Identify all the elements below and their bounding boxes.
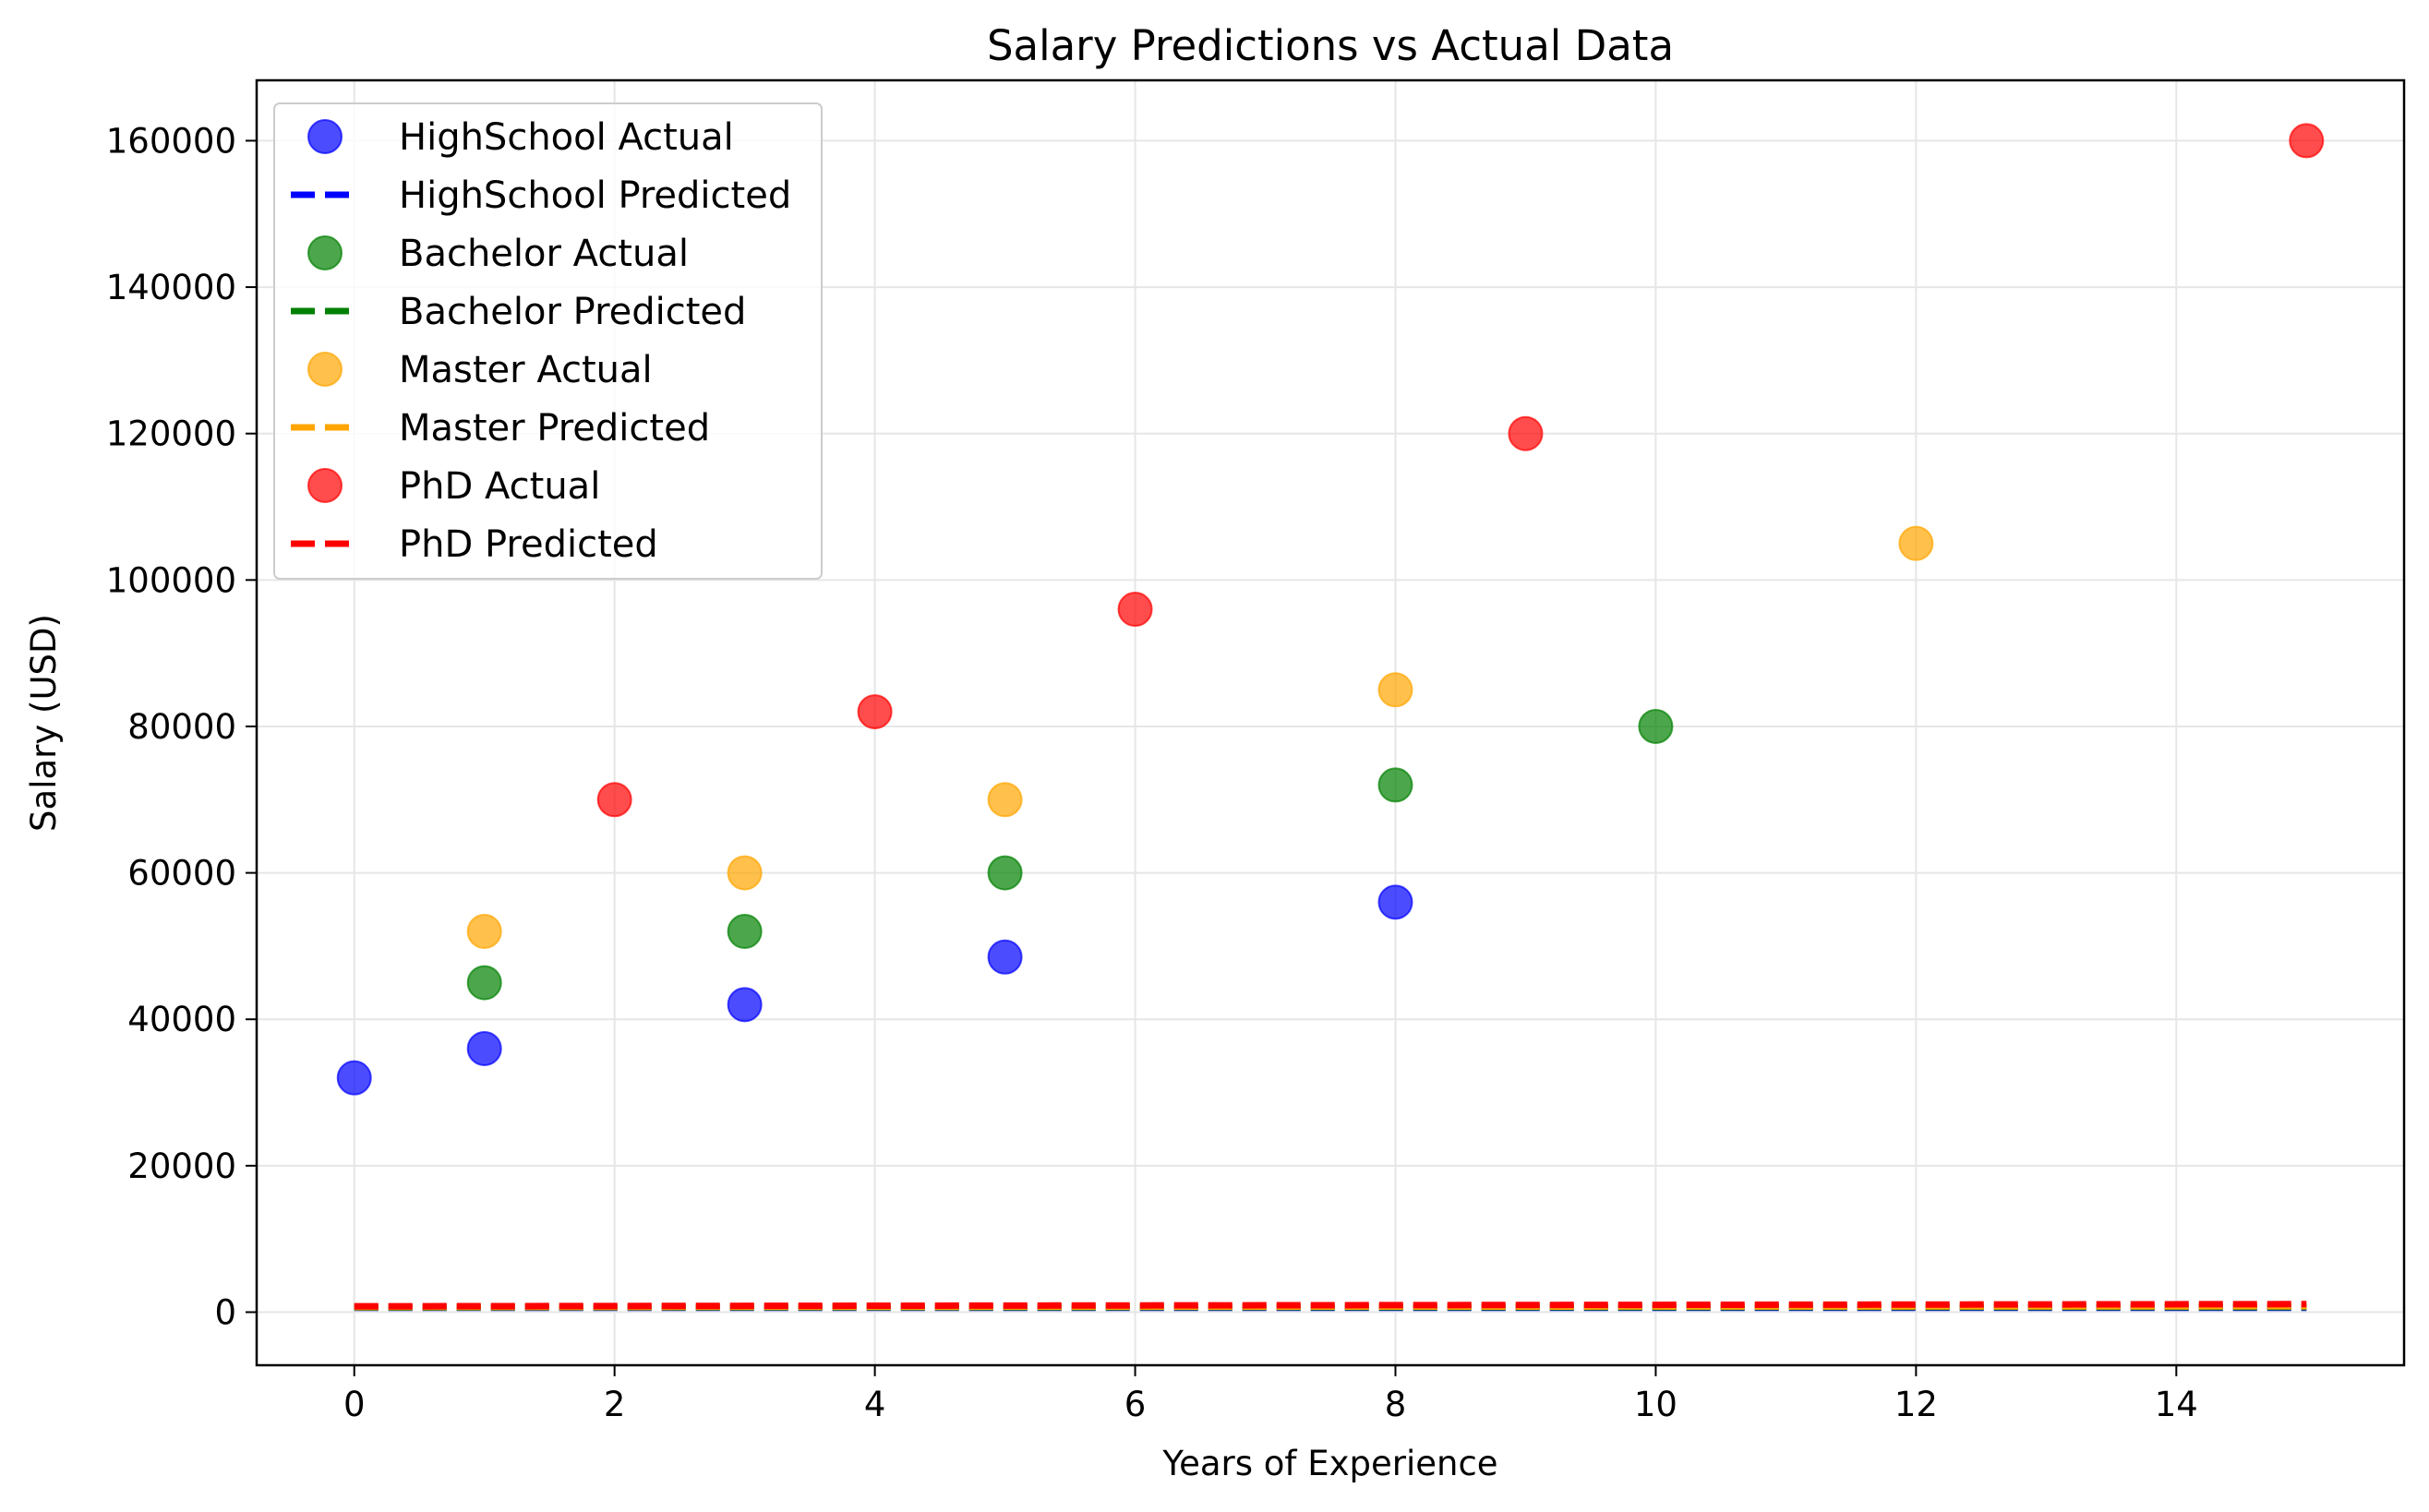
phd-actual-point: [857, 694, 893, 730]
x-tick-label: 4: [864, 1385, 886, 1424]
phd-predicted-line: [354, 1301, 2307, 1310]
bachelor-actual-point: [1638, 708, 1674, 744]
y-tick-label: 0: [214, 1292, 236, 1332]
y-tick-label: 20000: [127, 1146, 236, 1186]
phd-actual-point: [1117, 592, 1153, 628]
master-actual-point: [1898, 525, 1934, 561]
x-tick-label: 12: [1894, 1385, 1938, 1424]
axis-ticks: 0 2 4 6 8 10 12 14 0 20000 40000 60000 80000 100000 12…: [106, 121, 2198, 1424]
chart-title: Salary Predictions vs Actual Data: [987, 21, 1674, 70]
legend: HighSchool Actual HighSchool Predicted Bac…: [273, 102, 823, 580]
highschool-actual-point: [987, 939, 1023, 975]
y-axis-label: Salary (USD): [24, 614, 64, 832]
highschool-actual-point: [727, 987, 763, 1023]
phd-actual-point: [596, 782, 632, 818]
x-tick-label: 2: [604, 1385, 626, 1424]
bachelor-actual-point: [987, 855, 1023, 891]
x-tick-label: 10: [1634, 1385, 1677, 1424]
x-tick-label: 8: [1385, 1385, 1407, 1424]
legend-box: [273, 102, 823, 580]
y-tick-label: 120000: [106, 414, 236, 454]
legend-label-phd-predicted: PhD Predicted: [399, 523, 658, 566]
x-tick-label: 6: [1124, 1385, 1147, 1424]
legend-marker-bachelor-actual: [307, 235, 343, 270]
y-tick-label: 40000: [127, 1000, 236, 1039]
legend-label-highschool-actual: HighSchool Actual: [399, 116, 734, 159]
legend-marker-highschool-actual: [307, 119, 343, 154]
phd-actual-point: [2289, 123, 2325, 159]
bachelor-actual-point: [1377, 767, 1413, 803]
legend-marker-phd-actual: [307, 468, 343, 503]
bachelor-actual-point: [466, 965, 502, 1001]
x-tick-label: 0: [343, 1385, 366, 1424]
y-tick-label: 100000: [106, 560, 236, 600]
legend-label-bachelor-predicted: Bachelor Predicted: [399, 291, 746, 333]
highschool-actual-point: [466, 1030, 502, 1066]
x-tick-label: 14: [2155, 1385, 2198, 1424]
grid: [257, 80, 2404, 1365]
plot-series: [336, 123, 2325, 1312]
plot-frame: [255, 78, 2406, 1367]
legend-label-master-actual: Master Actual: [399, 349, 653, 391]
bachelor-actual-point: [727, 914, 763, 950]
legend-label-highschool-predicted: HighSchool Predicted: [399, 174, 791, 217]
x-axis-label: Years of Experience: [1161, 1444, 1497, 1483]
master-actual-point: [987, 782, 1023, 818]
legend-label-bachelor-actual: Bachelor Actual: [399, 233, 689, 275]
legend-marker-master-actual: [307, 352, 343, 387]
highschool-actual-point: [336, 1060, 372, 1096]
y-tick-label: 60000: [127, 854, 236, 894]
phd-actual-point: [1508, 415, 1544, 451]
master-actual-point: [1377, 672, 1413, 708]
y-tick-label: 160000: [106, 121, 236, 161]
legend-label-phd-actual: PhD Actual: [399, 465, 600, 508]
master-actual-point: [466, 914, 502, 950]
y-tick-label: 140000: [106, 268, 236, 307]
master-actual-point: [727, 855, 763, 891]
legend-label-master-predicted: Master Predicted: [399, 407, 710, 450]
y-tick-label: 80000: [127, 707, 236, 747]
highschool-actual-point: [1377, 884, 1413, 920]
